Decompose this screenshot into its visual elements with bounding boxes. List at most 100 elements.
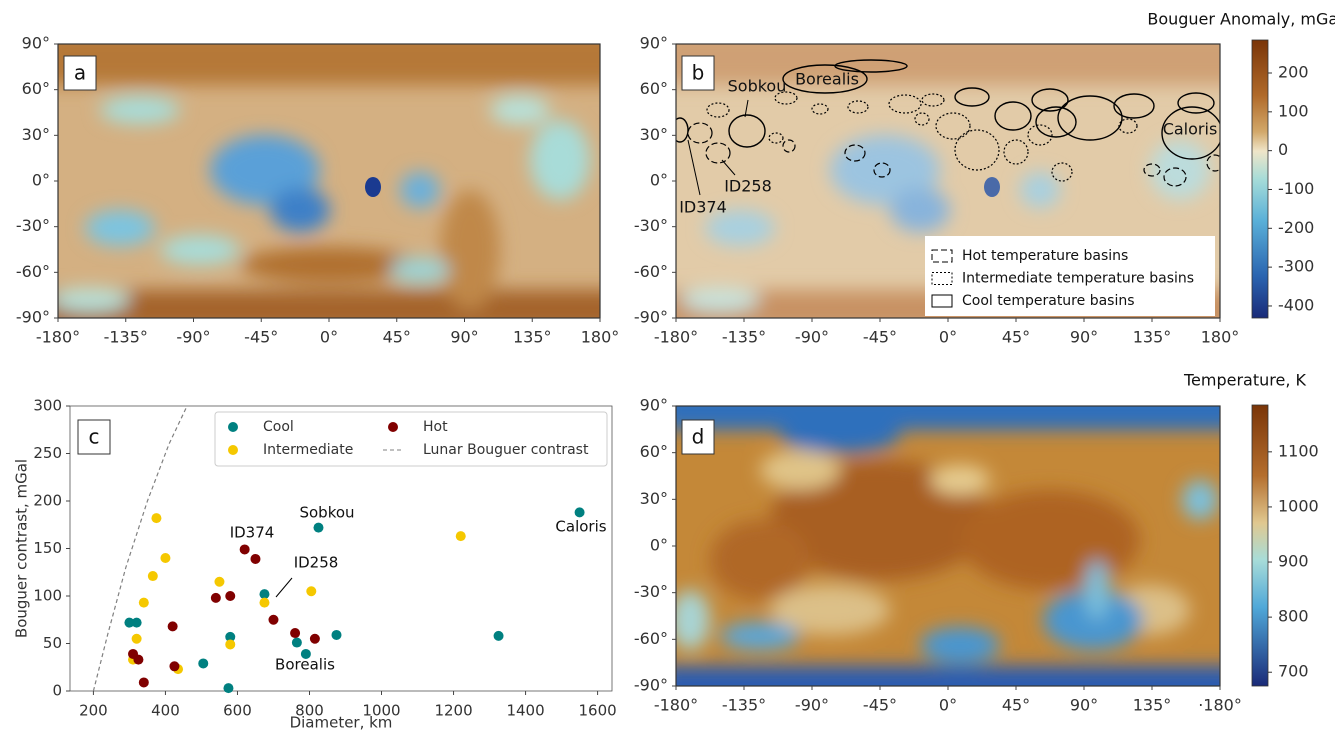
y-tick-label: 90° xyxy=(22,34,50,53)
x-tick-label: 400 xyxy=(151,702,180,720)
legend-symbol xyxy=(228,445,238,455)
colorbar-tick-label: 0 xyxy=(1278,140,1288,159)
point xyxy=(292,638,302,648)
point xyxy=(494,631,504,641)
colorbar-tick-label: 200 xyxy=(1278,63,1309,82)
x-tick-label: -90° xyxy=(795,328,829,347)
legend-symbol xyxy=(388,422,398,432)
x-tick-label: 90° xyxy=(1070,328,1098,347)
x-tick-label: 135° xyxy=(1133,328,1172,347)
y-tick-label: 60° xyxy=(22,79,50,98)
page: {"chart_data": [ {"type": "map", "panel_… xyxy=(0,0,1335,733)
colorbar-tick-label: -300 xyxy=(1278,257,1314,276)
colorbar-tick-label: -400 xyxy=(1278,295,1314,314)
panel-label: c xyxy=(89,425,100,449)
x-tick-label: 90° xyxy=(1070,696,1098,715)
y-tick-label: -90° xyxy=(16,308,50,327)
y-tick-label: 0° xyxy=(32,171,50,190)
point xyxy=(259,589,269,599)
y-tick-label: -90° xyxy=(634,308,668,327)
y-tick-label: 30° xyxy=(22,125,50,144)
point xyxy=(198,658,208,668)
colorbar-tick-label: 100 xyxy=(1278,101,1309,120)
y-tick-label: 60° xyxy=(640,79,668,98)
x-tick-label: -180° xyxy=(654,696,698,715)
y-tick-label: 50 xyxy=(43,634,62,652)
point xyxy=(225,591,235,601)
point xyxy=(290,628,300,638)
point xyxy=(132,634,142,644)
y-tick-label: 200 xyxy=(33,492,62,510)
x-tick-label: 0° xyxy=(939,696,957,715)
annotation: Borealis xyxy=(795,70,859,89)
y-tick-label: 0 xyxy=(52,682,62,700)
y-tick-label: -60° xyxy=(634,629,668,648)
legend-label: Intermediate xyxy=(263,442,353,458)
x-tick-label: 1600 xyxy=(579,702,617,720)
x-tick-label: 45° xyxy=(1002,328,1030,347)
y-tick-label: 100 xyxy=(33,587,62,605)
x-tick-label: 135° xyxy=(1133,696,1172,715)
x-tick-label: 90° xyxy=(450,328,478,347)
x-tick-label: -180° xyxy=(36,328,80,347)
y-tick-label: 90° xyxy=(640,34,668,53)
annotation: Sobkou xyxy=(299,504,354,522)
point xyxy=(331,630,341,640)
x-tick-label: -90° xyxy=(176,328,210,347)
x-tick-label: -90° xyxy=(795,696,829,715)
colorbar-tick-label: 800 xyxy=(1278,607,1309,626)
colorbar-tick-label: 900 xyxy=(1278,552,1309,571)
point xyxy=(259,598,269,608)
map-image xyxy=(660,390,1240,706)
x-tick-label: 45° xyxy=(1002,696,1030,715)
y-tick-label: -60° xyxy=(16,262,50,281)
point xyxy=(313,523,323,533)
point xyxy=(268,615,278,625)
x-tick-label: 0° xyxy=(320,328,338,347)
legend-label: Lunar Bouguer contrast xyxy=(423,442,589,458)
annotation: Caloris xyxy=(555,518,606,536)
colorbar-tick-label: 1100 xyxy=(1278,441,1319,460)
point xyxy=(225,639,235,649)
panel-label: b xyxy=(692,61,705,85)
x-tick-label: -135° xyxy=(722,328,766,347)
legend-label: Cool xyxy=(263,419,294,435)
x-tick-label: -45° xyxy=(863,696,897,715)
y-tick-label: -90° xyxy=(634,676,668,695)
y-tick-label: 30° xyxy=(640,125,668,144)
x-tick-label: 1400 xyxy=(506,702,544,720)
y-axis-label: Bouguer contrast, mGal xyxy=(13,459,31,638)
point xyxy=(151,513,161,523)
colorbar-tick-label: 700 xyxy=(1278,662,1309,681)
x-tick-label: -135° xyxy=(722,696,766,715)
legend-symbol xyxy=(228,422,238,432)
point xyxy=(132,618,142,628)
panel-label: a xyxy=(74,61,86,85)
y-tick-label: -30° xyxy=(634,216,668,235)
legend-label: Cool temperature basins xyxy=(962,293,1135,309)
x-tick-label: 200 xyxy=(79,702,108,720)
x-tick-label: -135° xyxy=(104,328,148,347)
colorbar-label: Temperature, K xyxy=(1183,371,1307,390)
annotation: ID374 xyxy=(679,198,727,217)
annotation: ID258 xyxy=(724,177,772,196)
point xyxy=(139,598,149,608)
y-tick-label: 150 xyxy=(33,539,62,557)
y-tick-label: -60° xyxy=(634,262,668,281)
annotation: Caloris xyxy=(1163,120,1218,139)
y-tick-label: 30° xyxy=(640,489,668,508)
legend-label: Intermediate temperature basins xyxy=(962,271,1194,287)
figure: -180°-135°-90°-45°0°45°90°135°180°90°60°… xyxy=(0,0,1335,733)
point xyxy=(223,683,233,693)
x-tick-label: -45° xyxy=(244,328,278,347)
panel-label: d xyxy=(692,425,705,449)
point xyxy=(575,507,585,517)
colorbar-tick-label: -100 xyxy=(1278,179,1314,198)
point xyxy=(214,577,224,587)
annotation: ID374 xyxy=(230,524,275,542)
y-tick-label: 250 xyxy=(33,444,62,462)
annotation: ID258 xyxy=(294,554,339,572)
y-tick-label: -30° xyxy=(634,582,668,601)
x-tick-label: -180° xyxy=(654,328,698,347)
point xyxy=(133,655,143,665)
